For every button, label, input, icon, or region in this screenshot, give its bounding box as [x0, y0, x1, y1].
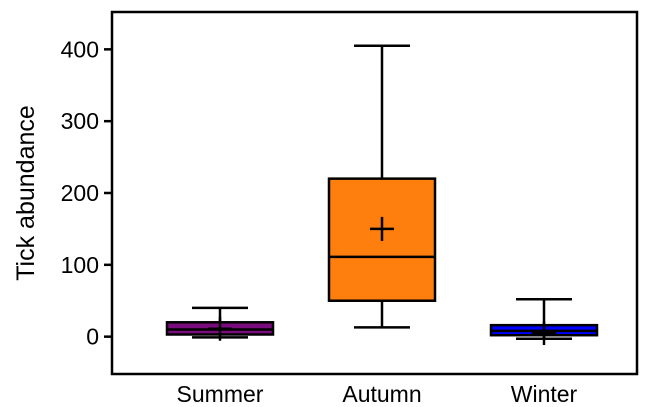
y-axis: 0 100 200 300 400	[61, 36, 112, 350]
y-tick-label: 100	[61, 252, 99, 278]
x-category-label: Autumn	[342, 381, 421, 407]
box-autumn	[327, 44, 437, 329]
box-summer	[165, 306, 275, 341]
x-category-label: Summer	[177, 381, 264, 407]
x-axis-labels: Summer Autumn Winter	[177, 381, 578, 407]
y-tick-label: 0	[86, 324, 99, 350]
x-category-label: Winter	[511, 381, 578, 407]
y-tick-label: 200	[61, 180, 99, 206]
y-tick-label: 300	[61, 108, 99, 134]
box-winter	[489, 298, 599, 346]
y-tick-label: 400	[61, 36, 99, 62]
boxes	[165, 44, 599, 346]
y-axis-title: Tick abundance	[12, 105, 40, 281]
